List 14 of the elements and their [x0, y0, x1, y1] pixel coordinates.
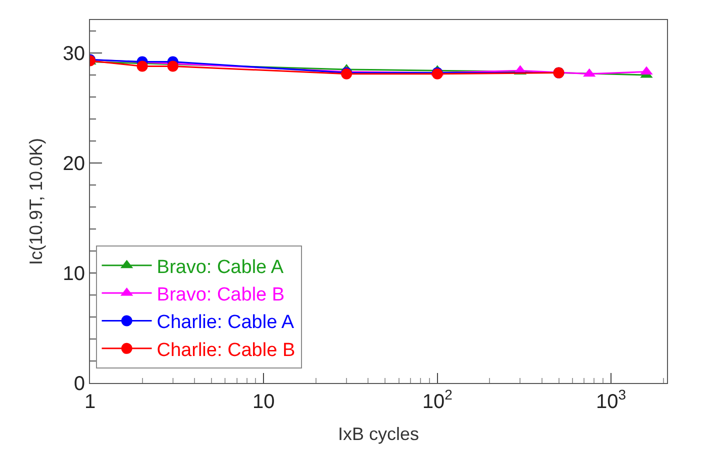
y-tick-label: 0 — [74, 373, 85, 395]
x-tick-label: 1 — [84, 391, 96, 413]
y-tick-label: 20 — [62, 153, 85, 175]
x-tick-label: 10 — [252, 391, 275, 413]
y-tick-label: 30 — [62, 43, 85, 65]
x-axis-title: IxB cycles — [338, 424, 420, 444]
legend-label: Charlie: Cable A — [156, 312, 294, 334]
legend-label: Charlie: Cable B — [156, 340, 296, 361]
y-tick-label: 10 — [62, 263, 85, 285]
x-tick-label: 10$^{2}$ — [422, 386, 453, 413]
y-axis-title: Ic(10.9T, 10.0K) — [26, 138, 46, 266]
x-tick-label: 10$^{3}$ — [596, 386, 626, 413]
legend-label: Bravo: Cable B — [156, 284, 285, 306]
legend-label: Bravo: Cable A — [156, 256, 284, 278]
